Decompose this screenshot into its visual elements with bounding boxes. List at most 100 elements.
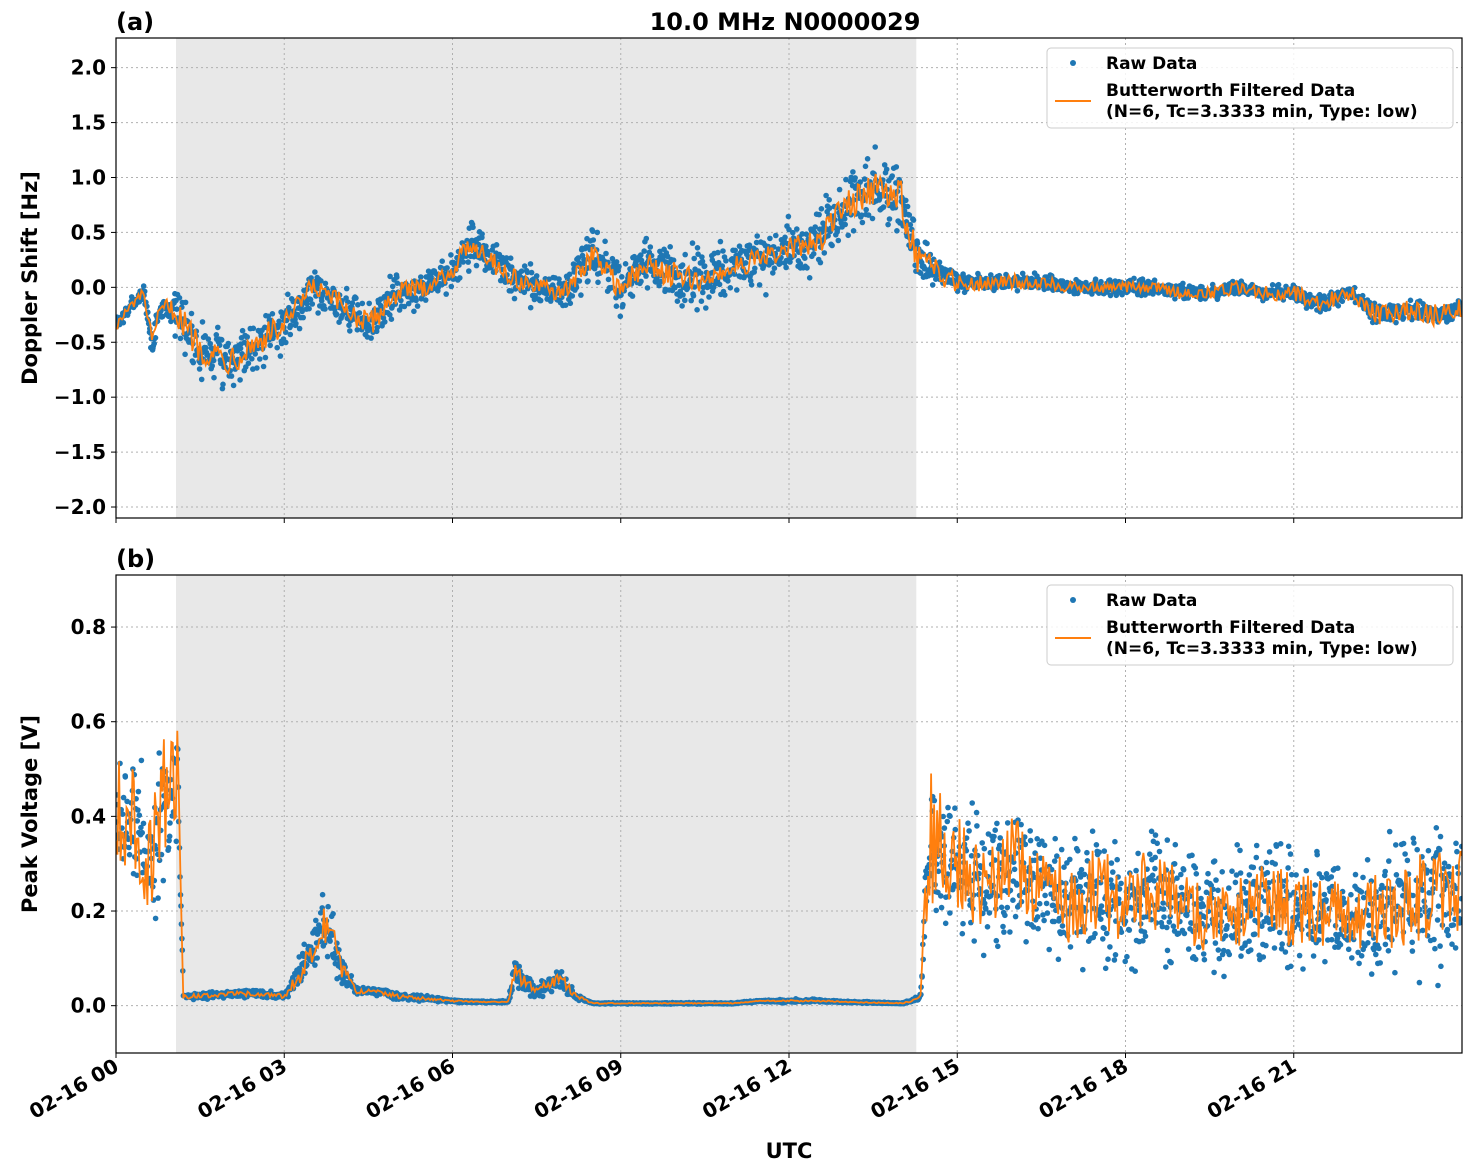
raw-data-point [641,248,647,254]
raw-data-point [503,255,510,261]
raw-data-point [307,296,314,303]
raw-data-point [1238,953,1244,959]
raw-data-point [1222,933,1229,939]
y-tick-label: 2.0 [71,56,106,80]
raw-data-point [1226,885,1232,891]
raw-data-point [300,314,307,321]
raw-data-point [806,275,813,281]
raw-data-point [1272,861,1278,867]
raw-data-point [910,217,917,223]
raw-data-point [682,297,688,304]
raw-data-point [643,235,650,242]
raw-data-point [119,811,126,817]
raw-data-point [971,938,977,944]
raw-data-point [521,289,528,296]
raw-data-point [1102,965,1109,972]
raw-data-point [954,288,961,295]
raw-data-point [532,292,538,299]
raw-data-point [562,302,569,309]
raw-data-point [465,259,472,265]
raw-data-point [355,302,361,308]
raw-data-point [595,279,601,286]
raw-data-point [1269,282,1276,288]
raw-data-point [1212,940,1219,946]
raw-data-point [850,228,857,234]
raw-data-point [1248,947,1254,953]
raw-data-point [254,365,260,371]
raw-data-point [647,244,654,250]
raw-data-point [304,301,310,307]
raw-data-point [368,335,374,341]
raw-data-point [725,278,731,284]
raw-data-point [448,252,454,258]
raw-data-point [998,904,1005,911]
raw-data-point [1209,281,1216,288]
raw-data-point [1192,956,1199,963]
raw-data-point [1198,895,1204,902]
raw-data-point [515,985,522,992]
raw-data-point [723,258,729,264]
raw-data-point [366,300,373,307]
raw-data-point [1075,848,1081,854]
raw-data-point [619,274,625,280]
y-tick-label: 1.5 [71,111,106,135]
raw-data-point [556,276,562,282]
raw-data-point [993,937,1000,944]
legend-filtered-params: (N=6, Tc=3.3333 min, Type: low) [1106,102,1418,122]
raw-data-point [135,807,141,813]
raw-data-point [1152,832,1159,838]
raw-data-point [188,310,195,317]
raw-data-point [518,268,525,275]
raw-data-point [842,221,848,228]
raw-data-point [657,278,664,285]
raw-data-point [228,373,235,379]
raw-data-point [752,265,758,272]
raw-data-point [714,265,720,272]
raw-data-point [533,273,540,279]
raw-data-point [346,322,352,329]
raw-data-point [674,298,681,305]
raw-data-point [667,244,673,250]
raw-data-point [1164,924,1170,931]
raw-data-point [1393,319,1399,326]
raw-data-point [825,233,831,239]
raw-data-point [322,306,328,312]
raw-data-point [1253,842,1260,849]
raw-data-point [1092,930,1098,937]
raw-data-point [237,377,243,383]
raw-data-point [166,833,173,840]
raw-data-point [616,263,622,270]
raw-data-point [885,221,891,228]
raw-data-point [699,258,706,265]
raw-data-point [578,292,584,298]
raw-data-point [1014,288,1021,294]
raw-data-point [643,273,649,279]
raw-data-point [359,300,366,307]
raw-data-point [1310,953,1317,959]
raw-data-point [1080,966,1086,973]
raw-data-point [981,845,988,852]
raw-data-point [629,293,636,299]
raw-data-point [1279,941,1285,947]
raw-data-point [309,301,316,307]
raw-data-point [1275,281,1282,288]
raw-data-point [1098,903,1105,909]
raw-data-point [307,944,314,950]
raw-data-point [483,243,489,249]
raw-data-point [974,823,980,829]
raw-data-point [945,804,951,811]
raw-data-point [872,144,878,150]
raw-data-point [1234,842,1240,848]
raw-data-point [691,255,697,262]
raw-data-point [1036,900,1043,907]
raw-data-point [428,274,434,280]
raw-data-point [722,292,728,298]
raw-data-point [348,973,355,979]
raw-data-point [356,310,363,316]
raw-data-point [881,162,888,168]
raw-data-point [156,857,163,864]
raw-data-point [886,216,893,222]
raw-data-point [1014,882,1020,888]
raw-data-point [537,297,544,304]
raw-data-point [401,303,408,310]
